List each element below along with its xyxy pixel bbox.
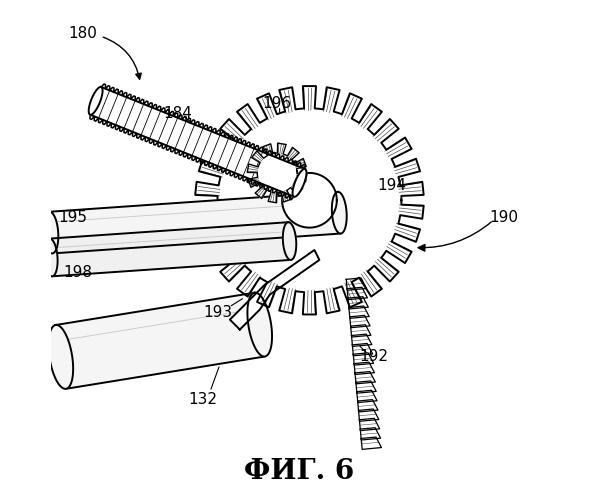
Polygon shape	[195, 86, 423, 314]
Text: ФИГ. 6: ФИГ. 6	[244, 458, 355, 485]
Text: 132: 132	[188, 392, 217, 406]
Text: 196: 196	[262, 96, 292, 111]
Polygon shape	[352, 334, 372, 346]
Polygon shape	[282, 173, 337, 228]
Polygon shape	[247, 143, 307, 203]
Polygon shape	[357, 390, 377, 402]
Polygon shape	[350, 325, 371, 337]
Polygon shape	[56, 292, 265, 389]
Polygon shape	[359, 418, 380, 430]
Polygon shape	[292, 169, 307, 197]
Polygon shape	[358, 400, 378, 412]
Polygon shape	[90, 87, 305, 196]
Polygon shape	[352, 344, 373, 356]
Polygon shape	[247, 292, 272, 356]
Polygon shape	[49, 325, 73, 389]
Text: 180: 180	[69, 26, 98, 41]
Polygon shape	[283, 222, 297, 260]
Polygon shape	[89, 87, 102, 115]
Polygon shape	[348, 296, 368, 309]
Text: 198: 198	[63, 265, 93, 280]
Text: 184: 184	[164, 106, 192, 121]
Polygon shape	[347, 288, 367, 300]
Polygon shape	[349, 306, 369, 318]
Text: 194: 194	[377, 178, 406, 193]
Polygon shape	[50, 222, 291, 276]
Polygon shape	[359, 409, 379, 422]
Polygon shape	[332, 192, 347, 234]
Text: 193: 193	[203, 304, 232, 320]
Polygon shape	[361, 437, 382, 450]
Polygon shape	[354, 362, 374, 374]
Polygon shape	[44, 238, 58, 277]
Text: 195: 195	[59, 210, 88, 225]
Polygon shape	[355, 372, 376, 384]
Text: 190: 190	[489, 210, 518, 225]
Polygon shape	[346, 278, 367, 290]
Polygon shape	[44, 212, 58, 254]
Polygon shape	[230, 250, 319, 330]
Polygon shape	[50, 192, 341, 254]
Polygon shape	[353, 353, 374, 365]
Polygon shape	[356, 381, 376, 393]
Polygon shape	[350, 316, 370, 328]
Text: 192: 192	[359, 350, 389, 364]
Polygon shape	[360, 428, 380, 440]
